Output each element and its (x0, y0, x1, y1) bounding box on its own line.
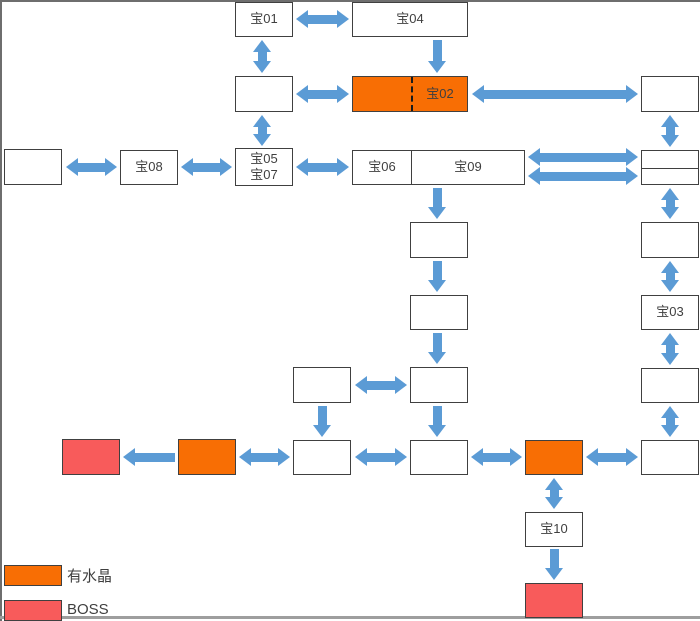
box-boss1 (62, 439, 120, 475)
arrow-room7b-crystal2 (471, 448, 522, 466)
arrow-bao01-room2a (253, 40, 271, 73)
arrow-crystal1-room7a (239, 448, 290, 466)
legend-crystal-swatch (4, 565, 62, 586)
box-bao02: 宝02 (352, 76, 468, 112)
box-room3r-divider (642, 167, 698, 169)
frame-top-border (0, 0, 700, 2)
box-boss2 (525, 583, 583, 618)
box-room6a (293, 367, 351, 403)
box-bao04: 宝04 (352, 2, 468, 37)
arrow-room5a-room6b (428, 333, 446, 364)
box-bao10: 宝10 (525, 512, 583, 547)
arrow-room6b-room7b (428, 406, 446, 437)
arrow-bao01-bao04 (296, 10, 349, 28)
box-room-left (4, 149, 62, 185)
arrow-room6a-room6b (355, 376, 407, 394)
box-room5a (410, 295, 468, 330)
box-bao05-bao07: 宝05 宝07 (235, 148, 293, 186)
arrow-crystal2-room7r (586, 448, 638, 466)
legend-boss-swatch (4, 600, 62, 621)
box-room4a (410, 222, 468, 258)
box-bao02-left-cell (353, 77, 413, 111)
box-room7b (410, 440, 468, 475)
arrow-bao03-room6r (661, 333, 679, 365)
box-room6b (410, 367, 468, 403)
arrow-bao09-room3r-upper (528, 148, 638, 166)
arrow-crystal1-boss1 (123, 448, 175, 466)
frame-bottom-line (0, 616, 700, 619)
box-room6r (641, 368, 699, 403)
arrow-bao10-boss2 (545, 549, 563, 580)
box-crystal2 (525, 440, 583, 475)
arrow-bao0507-bao06 (296, 158, 349, 176)
arrow-bao02-room2r (472, 85, 638, 103)
arrow-bao04-bao02 (428, 40, 446, 73)
frame-left-border (0, 0, 2, 621)
box-bao08: 宝08 (120, 150, 178, 185)
box-bao06-bao09: 宝06 宝09 (352, 150, 525, 185)
arrow-room2a-bao0507 (253, 115, 271, 146)
arrow-room7a-room7b (355, 448, 407, 466)
box-bao03: 宝03 (641, 295, 699, 330)
arrow-room6a-room7a (313, 406, 331, 437)
legend-boss-label: BOSS (67, 601, 109, 618)
box-room3r (641, 150, 699, 185)
arrow-bao09-room3r-lower (528, 167, 638, 185)
box-room4r (641, 222, 699, 258)
arrow-room4r-bao03 (661, 261, 679, 292)
arrow-room6r-room7r (661, 406, 679, 437)
box-room2a (235, 76, 293, 112)
box-bao02-right-cell: 宝02 (426, 85, 454, 101)
legend-crystal-label: 有水晶 (67, 568, 113, 585)
box-room2r (641, 76, 699, 112)
box-bao06-bao09-left-cell: 宝06 (353, 151, 412, 184)
box-crystal1 (178, 439, 236, 475)
arrow-room2a-bao02 (296, 85, 349, 103)
arrow-room3r-room4r (661, 188, 679, 219)
box-bao06-bao09-right-cell: 宝09 (454, 159, 482, 175)
box-room7a (293, 440, 351, 475)
arrow-room4a-room5a (428, 261, 446, 292)
arrow-room2r-room3r (661, 115, 679, 147)
arrow-crystal2-bao10 (545, 478, 563, 509)
box-bao01: 宝01 (235, 2, 293, 37)
arrow-bao09-room4a (428, 188, 446, 219)
arrow-roomleft-bao08 (66, 158, 117, 176)
box-room7r (641, 440, 699, 475)
arrow-bao08-bao0507 (181, 158, 232, 176)
